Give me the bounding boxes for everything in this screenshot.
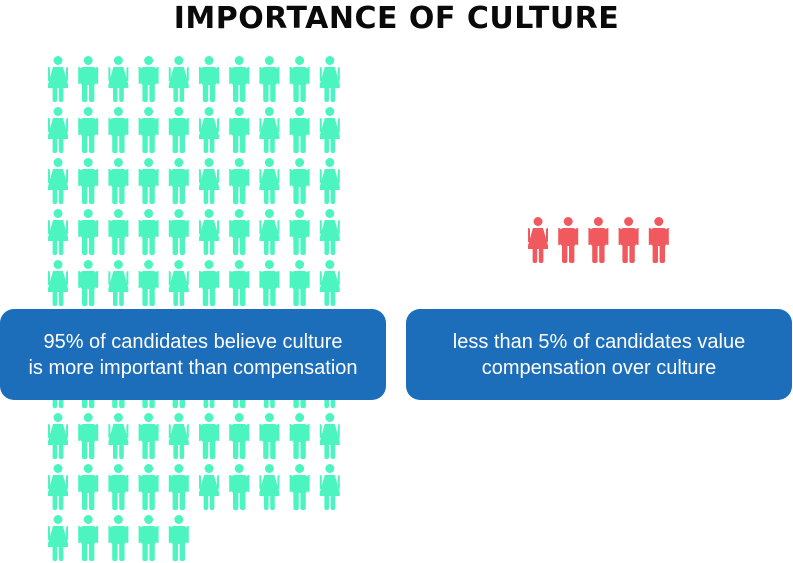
majority-person-icon-8 (259, 56, 280, 102)
majority-person-icon-12 (78, 107, 99, 153)
minority-person-icon-3 (588, 217, 609, 263)
majority-person-icon-18 (259, 107, 280, 153)
majority-person-icon-11 (48, 107, 68, 153)
majority-person-icon-76 (199, 413, 219, 459)
majority-person-icon-14 (138, 107, 159, 153)
majority-person-icon-83 (108, 464, 129, 510)
majority-person-icon-73 (108, 413, 129, 459)
minority-person-icon-2 (558, 217, 579, 263)
majority-person-icon-38 (259, 209, 280, 255)
majority-person-icon-13 (108, 107, 129, 153)
majority-person-icon-92 (78, 515, 99, 561)
majority-person-icon-89 (289, 464, 310, 510)
minority-person-icon-4 (618, 217, 639, 263)
majority-person-icon-28 (259, 158, 280, 204)
majority-person-icon-84 (138, 464, 159, 510)
majority-person-icon-91 (48, 515, 68, 561)
majority-person-icon-72 (78, 413, 99, 459)
majority-person-icon-94 (138, 515, 159, 561)
majority-person-icon-26 (199, 158, 219, 204)
majority-person-icon-71 (48, 413, 68, 459)
majority-person-icon-17 (229, 107, 250, 153)
callout-majority: 95% of candidates believe culture is mor… (0, 309, 386, 400)
majority-person-icon-31 (48, 209, 68, 255)
callout-minority: less than 5% of candidates value compens… (406, 309, 792, 400)
minority-person-icon-1 (528, 217, 548, 263)
majority-person-icon-50 (319, 260, 340, 306)
chart-title: IMPORTANCE OF CULTURE (173, 1, 620, 36)
majority-person-icon-7 (229, 56, 250, 102)
majority-person-icon-19 (289, 107, 310, 153)
majority-person-icon-4 (138, 56, 159, 102)
majority-person-icon-24 (138, 158, 159, 204)
majority-person-icon-80 (319, 413, 340, 459)
majority-person-icon-27 (229, 158, 250, 204)
majority-person-icon-82 (78, 464, 99, 510)
majority-person-icon-47 (229, 260, 250, 306)
majority-person-icon-25 (168, 158, 189, 204)
majority-person-icon-34 (138, 209, 159, 255)
majority-person-icon-87 (229, 464, 250, 510)
majority-person-icon-6 (199, 56, 219, 102)
majority-person-icon-75 (168, 413, 189, 459)
majority-person-icon-95 (168, 515, 189, 561)
majority-person-icon-36 (199, 209, 219, 255)
majority-person-icon-33 (108, 209, 129, 255)
majority-person-icon-5 (168, 56, 189, 102)
majority-person-icon-48 (259, 260, 280, 306)
callout-minority-line1: less than 5% of candidates value (452, 330, 746, 353)
majority-person-icon-45 (168, 260, 189, 306)
majority-person-icon-37 (229, 209, 250, 255)
majority-person-icon-46 (199, 260, 219, 306)
majority-person-icon-86 (199, 464, 219, 510)
majority-person-icon-88 (259, 464, 280, 510)
majority-person-icon-44 (138, 260, 159, 306)
majority-person-icon-79 (289, 413, 310, 459)
callout-majority-line1: 95% of candidates believe culture (43, 330, 343, 353)
majority-person-icon-9 (289, 56, 310, 102)
majority-person-icon-42 (78, 260, 99, 306)
majority-person-icon-41 (48, 260, 68, 306)
callout-minority-line2: compensation over culture (481, 356, 717, 379)
majority-person-icon-1 (48, 56, 68, 102)
majority-person-icon-85 (168, 464, 189, 510)
majority-person-icon-32 (78, 209, 99, 255)
majority-person-icon-39 (289, 209, 310, 255)
majority-person-icon-21 (48, 158, 68, 204)
majority-person-icon-78 (259, 413, 280, 459)
majority-person-icon-15 (168, 107, 189, 153)
majority-person-icon-30 (319, 158, 340, 204)
majority-person-icon-20 (319, 107, 340, 153)
majority-person-icon-3 (108, 56, 129, 102)
majority-person-icon-49 (289, 260, 310, 306)
majority-person-icon-93 (108, 515, 129, 561)
majority-person-icon-43 (108, 260, 129, 306)
majority-person-icon-81 (48, 464, 68, 510)
majority-person-icon-23 (108, 158, 129, 204)
majority-person-icon-16 (199, 107, 219, 153)
majority-person-icon-2 (78, 56, 99, 102)
callout-majority-line2: is more important than compensation (28, 356, 358, 379)
majority-person-icon-74 (138, 413, 159, 459)
majority-person-icon-22 (78, 158, 99, 204)
majority-person-icon-90 (319, 464, 340, 510)
majority-person-icon-40 (319, 209, 340, 255)
majority-person-icon-29 (289, 158, 310, 204)
majority-person-icon-10 (319, 56, 340, 102)
majority-person-icon-35 (168, 209, 189, 255)
minority-person-icon-5 (648, 217, 669, 263)
majority-person-icon-77 (229, 413, 250, 459)
